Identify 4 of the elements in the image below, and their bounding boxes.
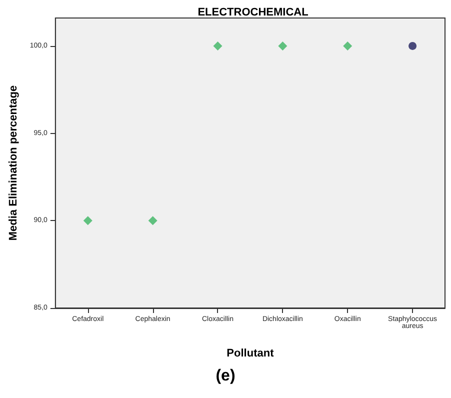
text: (e) xyxy=(216,368,236,384)
x-axis-title: Pollutant xyxy=(226,348,274,360)
chart-title: ELECTROCHEMICAL xyxy=(198,6,309,18)
y-axis-title: Media Elimination percentage xyxy=(8,85,20,241)
